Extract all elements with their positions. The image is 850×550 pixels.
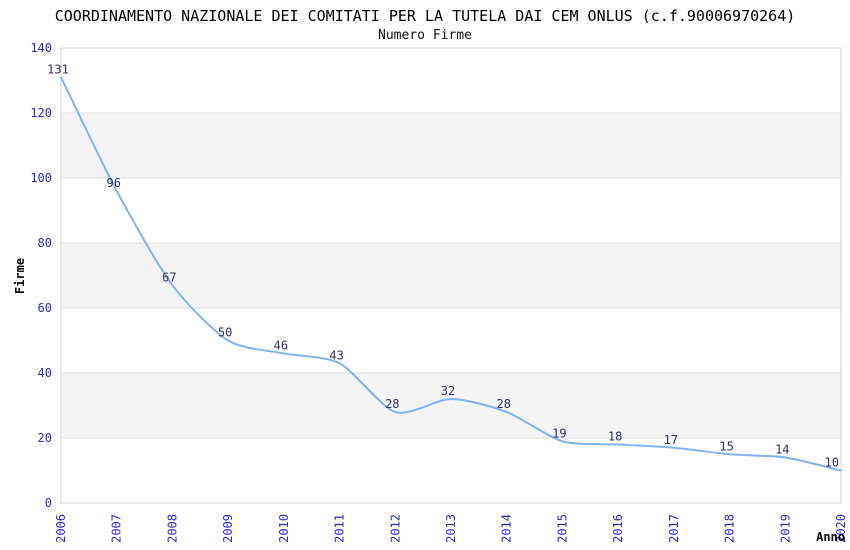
data-point-label: 18	[608, 430, 622, 444]
x-tick-label: 2018	[723, 514, 737, 543]
data-point-label: 46	[274, 339, 288, 353]
data-point-label: 67	[162, 270, 176, 284]
y-axis-title: Firme	[13, 258, 27, 294]
x-tick-label: 2009	[221, 514, 235, 543]
y-tick-label: 20	[38, 431, 52, 445]
data-point-label: 15	[719, 439, 733, 453]
y-tick-label: 140	[30, 41, 52, 55]
chart-title: COORDINAMENTO NAZIONALE DEI COMITATI PER…	[54, 7, 796, 25]
data-point-label: 43	[329, 348, 343, 362]
series-line	[60, 76, 842, 472]
x-tick-label: 2019	[778, 514, 792, 543]
grid-band	[61, 113, 841, 178]
x-tick-label: 2010	[277, 514, 291, 543]
x-tick-label: 2014	[500, 514, 514, 543]
grid-band	[61, 48, 841, 113]
data-point-label: 17	[664, 433, 678, 447]
x-tick-label: 2020	[834, 514, 848, 543]
grid-band	[61, 308, 841, 373]
x-tick-label: 2011	[333, 514, 347, 543]
x-tick-label: 2013	[444, 514, 458, 543]
grid-band	[61, 438, 841, 503]
y-tick-label: 40	[38, 366, 52, 380]
data-point-label: 131	[47, 62, 69, 76]
y-tick-label: 60	[38, 301, 52, 315]
data-point-label: 96	[106, 176, 120, 190]
chart-subtitle: Numero Firme	[378, 28, 472, 43]
y-tick-label: 120	[30, 106, 52, 120]
x-axis-tick-labels: 2006 2007 2008 2009 2010 2011 2012 2013 2014 2015…	[54, 514, 848, 543]
x-tick-label: 2017	[667, 514, 681, 543]
y-tick-label: 0	[45, 496, 52, 510]
data-point-label: 50	[218, 326, 232, 340]
grid-band	[61, 178, 841, 243]
data-point-label: 14	[775, 443, 789, 457]
data-point-label: 28	[496, 397, 510, 411]
x-tick-label: 2008	[165, 514, 179, 543]
x-axis-title: Anno	[816, 530, 845, 544]
data-point-label: 19	[552, 426, 566, 440]
x-tick-label: 2006	[54, 514, 68, 543]
x-tick-label: 2015	[555, 514, 569, 543]
x-tick-label: 2016	[611, 514, 625, 543]
y-tick-label: 100	[30, 171, 52, 185]
grid-band	[61, 373, 841, 438]
data-point-label: 10	[825, 456, 839, 470]
line-series	[60, 76, 842, 472]
plot-border	[60, 47, 842, 504]
background-bands	[61, 48, 841, 503]
data-point-label: 32	[441, 384, 455, 398]
data-point-labels: 131 96 67 50 46 43 28 32 28 19 18 17 15 14 10	[47, 62, 839, 469]
y-tick-label: 80	[38, 236, 52, 250]
y-axis-tick-labels: 0 20 40 60 80 100 120 140	[30, 41, 52, 510]
x-tick-label: 2007	[110, 514, 124, 543]
grid-band	[61, 243, 841, 308]
x-tick-label: 2012	[388, 514, 402, 543]
data-point-label: 28	[385, 397, 399, 411]
